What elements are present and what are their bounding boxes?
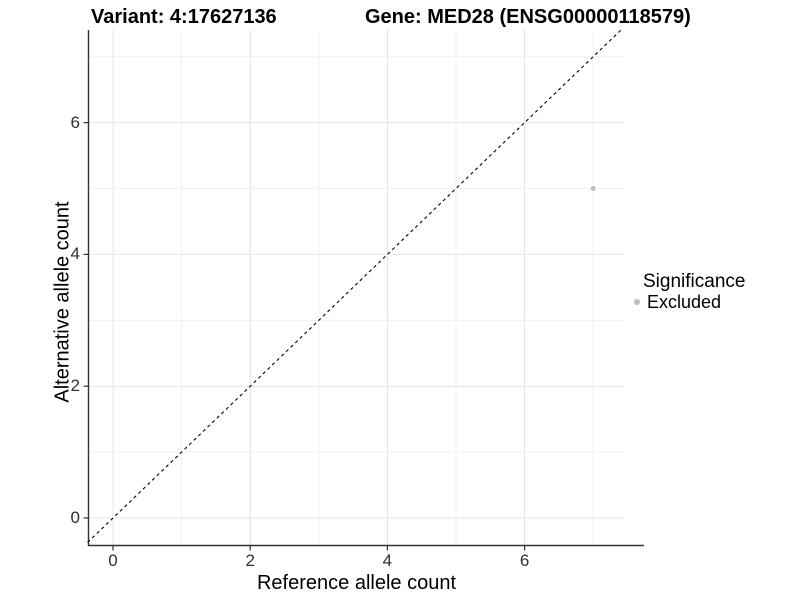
x-tick-label: 0 (108, 551, 118, 570)
x-tick-label: 4 (382, 551, 393, 570)
x-tick-label: 2 (245, 551, 255, 570)
x-tick-label: 6 (519, 551, 530, 570)
plot-title-variant: Variant: 4:17627136 (91, 6, 277, 28)
grid-major-lines (88, 30, 625, 545)
y-tick-label: 2 (70, 376, 80, 396)
legend-title: Significance (643, 271, 746, 292)
legend-item-excluded: Excluded (628, 292, 721, 312)
plot-title-gene: Gene: MED28 (ENSG00000118579) (365, 6, 691, 28)
x-axis-title: Reference allele count (256, 572, 456, 594)
y-tick-label: 0 (70, 508, 80, 527)
axis-lines (87, 30, 644, 547)
y-tick-label: 6 (70, 112, 80, 132)
data-points (590, 186, 596, 191)
identity-dashed-line (87, 29, 622, 543)
data-point-excluded (590, 186, 596, 191)
y-axis-title: Alternative allele count (51, 201, 74, 403)
y-tick-label: 4 (70, 244, 80, 264)
legend-item-label: Excluded (647, 292, 722, 312)
grid-minor-lines (88, 30, 625, 545)
tick-marks (83, 121, 526, 551)
legend-point-icon (634, 298, 640, 305)
